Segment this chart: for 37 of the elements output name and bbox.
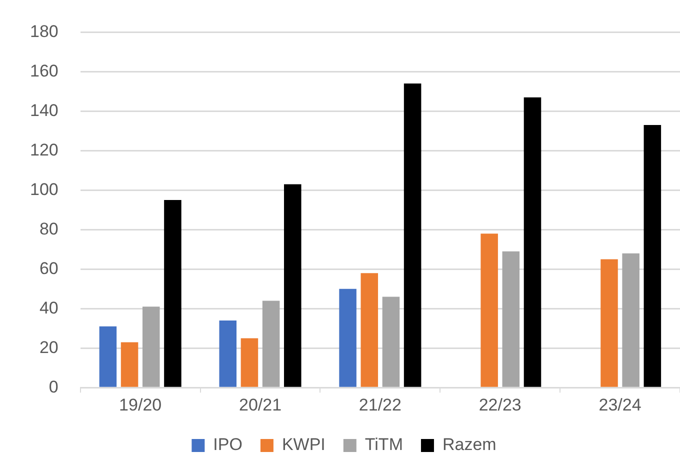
y-tick-label: 120 (30, 140, 58, 160)
bar (164, 200, 182, 387)
legend-label: IPO (213, 435, 242, 454)
bar (262, 300, 280, 387)
bar (600, 259, 618, 387)
x-tick-label: 21/22 (358, 395, 402, 414)
y-tick-label: 160 (30, 61, 58, 80)
y-tick-label: 140 (30, 100, 58, 120)
y-tick-label: 80 (39, 219, 58, 238)
x-tick-label: 19/20 (119, 395, 162, 414)
bar (404, 84, 422, 387)
bar (644, 125, 662, 387)
y-tick-label: 60 (39, 258, 58, 278)
y-tick-label: 0 (48, 377, 58, 396)
x-tick-label: 22/23 (478, 395, 522, 414)
y-tick-label: 20 (39, 338, 58, 357)
bar (120, 342, 138, 387)
bar (502, 251, 520, 387)
bar (219, 320, 237, 387)
bar (360, 273, 378, 387)
y-tick-label: 180 (30, 22, 58, 41)
legend-label: TiTM (364, 435, 403, 454)
bar (622, 253, 640, 387)
x-tick-label: 20/21 (238, 395, 282, 414)
x-tick-label: 23/24 (598, 395, 642, 414)
legend-label: Razem (442, 435, 496, 454)
bar (480, 234, 498, 387)
bar (99, 326, 117, 387)
bar (339, 288, 356, 387)
bar (284, 184, 302, 387)
bar (142, 306, 160, 387)
legend-label: KWPI (282, 435, 326, 454)
bar (524, 97, 542, 387)
y-tick-label: 40 (39, 298, 58, 318)
bar (240, 338, 258, 387)
bar (382, 296, 400, 387)
y-tick-label: 100 (30, 180, 58, 199)
